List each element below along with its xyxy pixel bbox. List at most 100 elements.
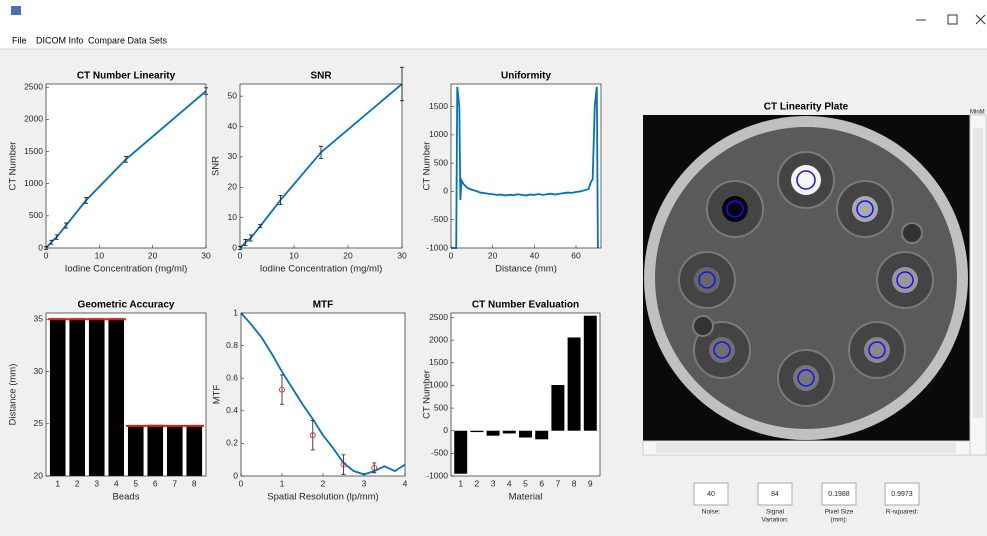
chart-title: Geometric Accuracy [78, 300, 175, 311]
title-bar [0, 0, 987, 33]
x-tick-label: 4 [114, 478, 119, 488]
plot-area [241, 313, 405, 476]
x-tick-label: 0 [44, 250, 49, 260]
menu-item[interactable]: File [12, 35, 27, 45]
bar [454, 431, 467, 474]
y-tick-label: 1500 [24, 146, 43, 156]
plot-area [46, 84, 206, 248]
y-tick-label: 1500 [429, 101, 448, 111]
x-tick-label: 0 [449, 250, 454, 260]
bar [535, 431, 548, 440]
y-tick-label: 1 [233, 307, 238, 317]
x-tick-label: 1 [280, 478, 285, 488]
stat-value: 84 [771, 491, 779, 498]
chart-title: Uniformity [501, 71, 551, 82]
y-tick-label: 1500 [429, 357, 448, 367]
x-axis-label: Iodine Concentration (mg/ml) [260, 264, 383, 275]
x-axis-label: Beads [113, 492, 140, 503]
x-tick-label: 9 [588, 478, 593, 488]
x-tick-label: 3 [491, 478, 496, 488]
insert-core [722, 196, 748, 222]
y-tick-label: 0.2 [226, 438, 238, 448]
chart-title: MTF [313, 300, 334, 311]
image-title: CT Linearity Plate [764, 102, 849, 113]
x-tick-label: 5 [133, 478, 138, 488]
y-tick-label: 2000 [429, 334, 448, 344]
x-axis-label: Distance (mm) [495, 264, 557, 275]
chart-title: CT Number Evaluation [472, 300, 579, 311]
stat-value: 0.9973 [891, 491, 913, 498]
x-tick-label: 20 [343, 250, 353, 260]
bar [186, 426, 202, 476]
x-tick-label: 7 [556, 478, 561, 488]
marker-hole [902, 223, 922, 243]
menu-item[interactable]: DICOM Info [36, 35, 84, 45]
bar [128, 426, 144, 476]
x-tick-label: 60 [571, 250, 581, 260]
stat-field: 84SignalVariation: [758, 483, 792, 524]
insert-core [694, 267, 720, 293]
x-tick-label: 20 [488, 250, 498, 260]
y-tick-label: 1000 [429, 129, 448, 139]
x-tick-label: 0 [238, 250, 243, 260]
y-tick-label: 0 [232, 242, 237, 252]
scroll-thumb[interactable] [656, 443, 956, 453]
stat-label: Noise: [702, 509, 721, 516]
x-tick-label: 1 [458, 478, 463, 488]
insert-core [852, 196, 878, 222]
y-tick-label: 0 [443, 186, 448, 196]
y-tick-label: -500 [431, 214, 448, 224]
y-tick-label: 35 [34, 314, 44, 324]
chart-title: CT Number Linearity [77, 71, 176, 82]
y-axis-label: CT Number [8, 142, 19, 191]
y-tick-label: 0 [233, 470, 238, 480]
y-tick-label: 2500 [429, 312, 448, 322]
bar [470, 431, 483, 432]
bar [167, 426, 183, 476]
y-tick-label: 0.6 [226, 372, 238, 382]
bar [503, 431, 516, 434]
scroll-thumb[interactable] [973, 128, 983, 418]
y-tick-label: 30 [34, 366, 44, 376]
y-tick-label: -1000 [426, 242, 448, 252]
x-tick-label: 10 [95, 250, 105, 260]
x-tick-label: 6 [153, 478, 158, 488]
x-tick-label: 30 [397, 250, 407, 260]
stat-value: 40 [707, 491, 715, 498]
y-tick-label: 50 [228, 90, 238, 100]
plot-area [451, 84, 601, 248]
x-tick-label: 10 [289, 250, 299, 260]
insert-core [864, 337, 890, 363]
x-tick-label: 4 [507, 478, 512, 488]
stat-label: Pixel Size [825, 509, 854, 516]
bar [584, 316, 597, 431]
y-tick-label: 0.8 [226, 340, 238, 350]
y-tick-label: 20 [34, 470, 44, 480]
x-tick-label: 2 [475, 478, 480, 488]
y-tick-label: 500 [434, 402, 448, 412]
x-tick-label: 6 [539, 478, 544, 488]
chart-title: SNR [310, 71, 332, 82]
x-tick-label: 20 [148, 250, 158, 260]
bar [108, 318, 124, 476]
x-tick-label: 2 [75, 478, 80, 488]
menu-item[interactable]: Compare Data Sets [88, 35, 168, 45]
x-tick-label: 5 [523, 478, 528, 488]
insert-core [791, 165, 821, 195]
y-tick-label: 40 [228, 121, 238, 131]
stat-field: 0.9973R-squared: [885, 483, 919, 516]
y-tick-label: 0.4 [226, 405, 238, 415]
insert-core [793, 365, 819, 391]
x-tick-label: 1 [55, 478, 60, 488]
x-tick-label: 0 [239, 478, 244, 488]
y-axis-label: SNR [211, 156, 222, 176]
bar [551, 385, 564, 431]
stat-value: 0.1988 [828, 491, 850, 498]
stat-label: (mm): [831, 517, 848, 524]
y-tick-label: 25 [34, 418, 44, 428]
marker-hole [693, 316, 713, 336]
bar [487, 431, 500, 436]
bar [50, 318, 66, 476]
bar [568, 337, 581, 430]
x-tick-label: 40 [530, 250, 540, 260]
